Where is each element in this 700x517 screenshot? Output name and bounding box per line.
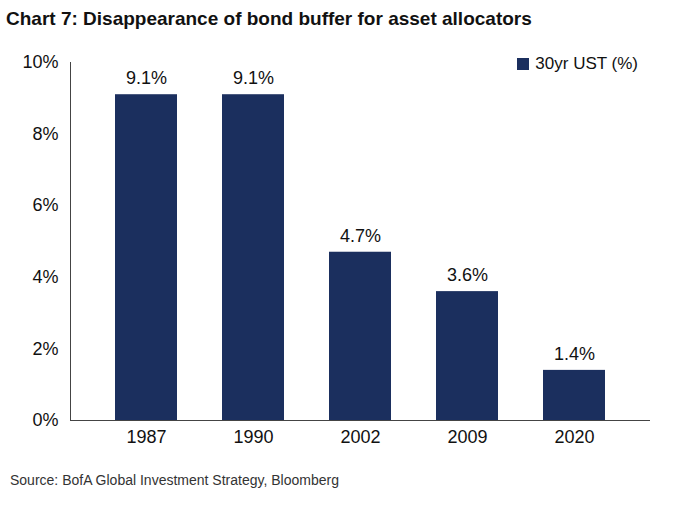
svg-text:1.4%: 1.4% <box>554 344 595 364</box>
svg-text:2009: 2009 <box>447 427 487 447</box>
svg-text:9.1%: 9.1% <box>233 68 274 88</box>
svg-text:6%: 6% <box>32 195 58 215</box>
svg-text:2%: 2% <box>32 339 58 359</box>
svg-text:9.1%: 9.1% <box>126 68 167 88</box>
html-text:Source: BofA Global Investment: Source: BofA Global Investment Strategy,… <box>10 472 339 488</box>
svg-text:4.7%: 4.7% <box>340 226 381 246</box>
html-text:30yr UST (%): 30yr UST (%) <box>535 54 638 73</box>
svg-text:1990: 1990 <box>233 427 273 447</box>
svg-text:3.6%: 3.6% <box>447 265 488 285</box>
svg-text:0%: 0% <box>32 410 58 430</box>
svg-text:1987: 1987 <box>126 427 166 447</box>
html-text:Chart 7: Disappearance of bond: Chart 7: Disappearance of bond buffer fo… <box>6 8 532 29</box>
svg-text:2020: 2020 <box>554 427 594 447</box>
svg-text:10%: 10% <box>22 52 58 72</box>
svg-text:2002: 2002 <box>340 427 380 447</box>
svg-text:4%: 4% <box>32 267 58 287</box>
svg-text:8%: 8% <box>32 124 58 144</box>
